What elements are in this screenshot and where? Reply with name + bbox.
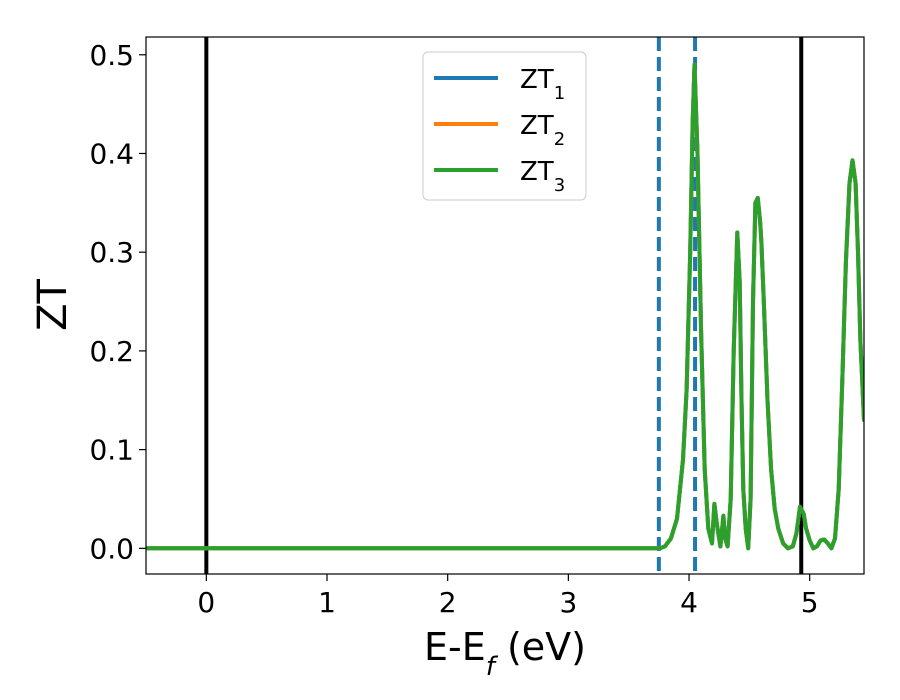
x-tick-label: 3 bbox=[559, 586, 577, 619]
y-tick-label: 0.2 bbox=[89, 335, 134, 368]
series-line-zt3 bbox=[146, 62, 864, 551]
x-tick-label: 0 bbox=[197, 586, 215, 619]
legend: ZT1 ZT2 ZT3 bbox=[422, 51, 587, 201]
x-tick-label: 5 bbox=[801, 586, 819, 619]
y-tick-label: 0.1 bbox=[89, 434, 134, 467]
plot-frame bbox=[145, 36, 865, 575]
x-tick-label: 1 bbox=[318, 586, 336, 619]
x-tick-label: 2 bbox=[439, 586, 457, 619]
x-axis: 0 1 2 3 4 5 bbox=[197, 574, 819, 619]
legend-label-3: ZT3 bbox=[520, 157, 565, 196]
legend-label-2: ZT2 bbox=[520, 111, 565, 150]
y-tick-label: 0.3 bbox=[89, 236, 134, 269]
y-axis: 0.0 0.1 0.2 0.3 0.4 0.5 bbox=[89, 39, 146, 565]
x-tick-label: 4 bbox=[680, 586, 698, 619]
series-layer bbox=[146, 62, 864, 551]
y-tick-label: 0.4 bbox=[89, 137, 134, 170]
legend-label-1: ZT1 bbox=[520, 65, 565, 104]
y-axis-title: ZT bbox=[30, 279, 76, 331]
x-axis-title: E-Ef (eV) bbox=[424, 625, 586, 682]
y-tick-label: 0.5 bbox=[89, 39, 134, 72]
legend-box bbox=[422, 51, 587, 201]
y-tick-label: 0.0 bbox=[89, 532, 134, 565]
